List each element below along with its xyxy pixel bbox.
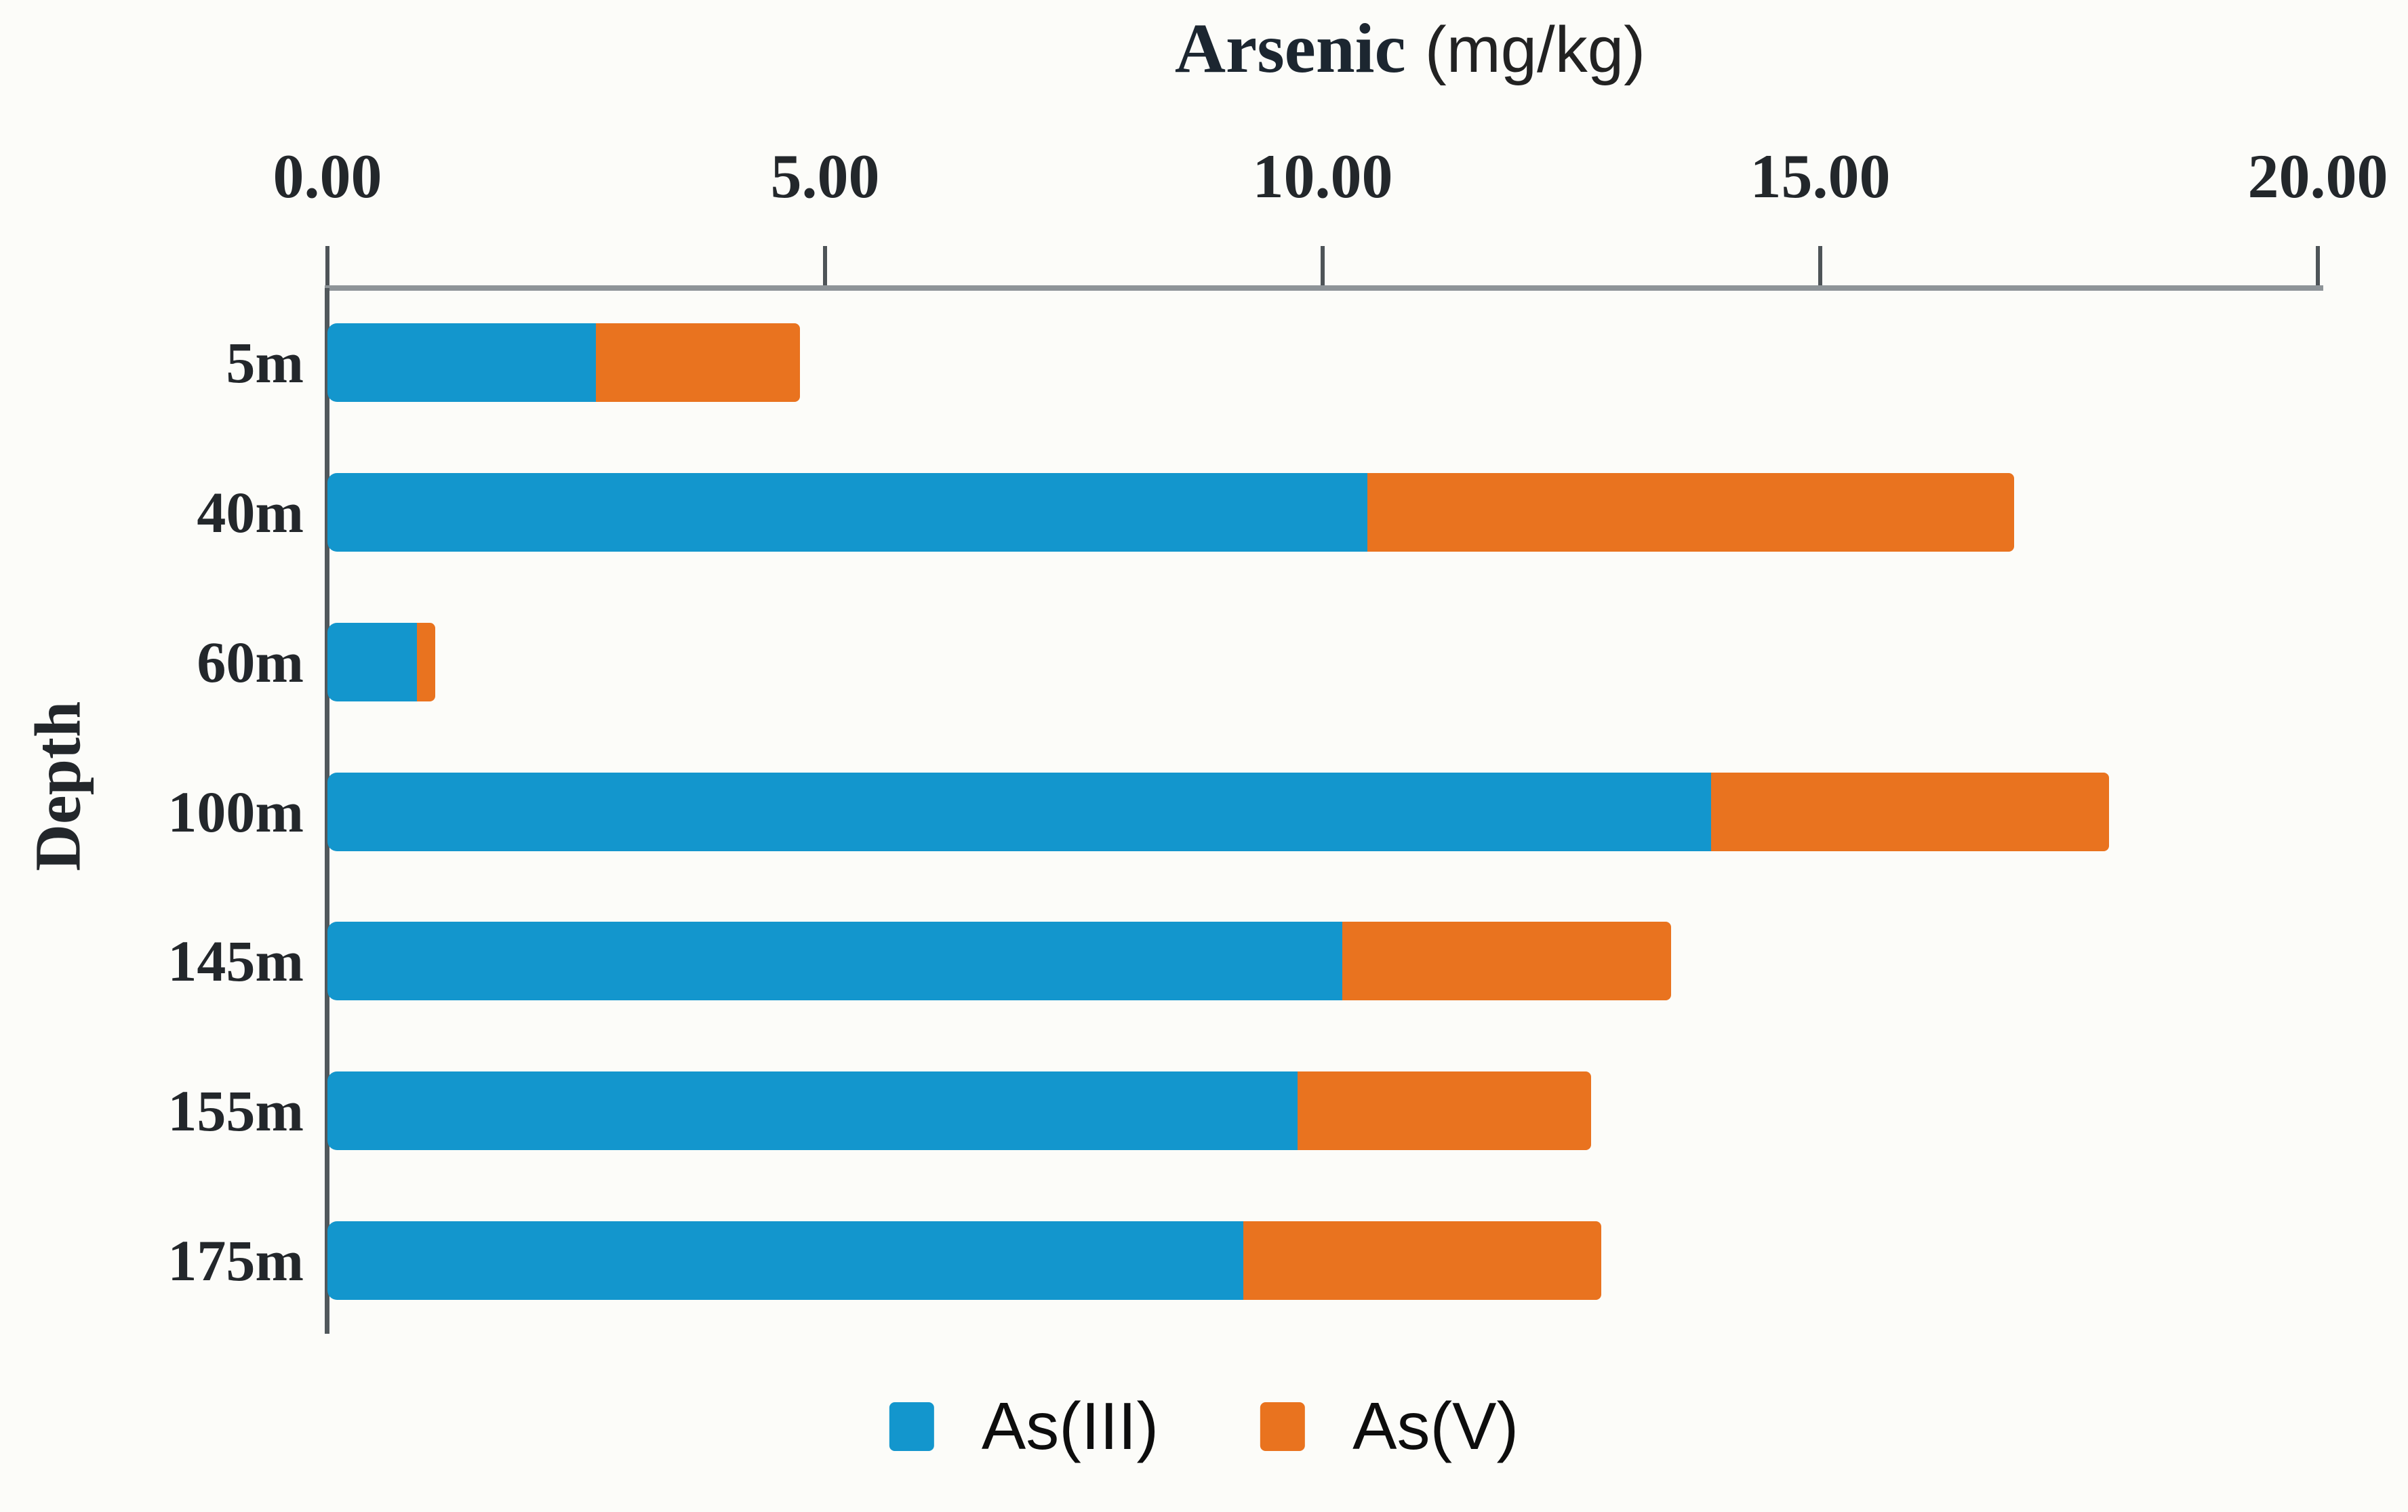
bar-segment-As(V)-60m [417, 622, 435, 701]
x-axis-tick [325, 246, 329, 285]
x-axis-line [325, 285, 2323, 291]
category-label-5m: 5m [226, 330, 304, 396]
x-axis-tick-label: 5.00 [770, 142, 880, 211]
category-label-100m: 100m [167, 779, 304, 844]
chart-title-unit: (mg/kg) [1424, 14, 1646, 86]
bar-row-60m [327, 587, 2318, 737]
legend-swatch-As(III) [889, 1402, 934, 1451]
chart-title: Arsenic (mg/kg) [1175, 8, 1645, 89]
legend-label-As(V): As(V) [1352, 1389, 1519, 1463]
category-label-60m: 60m [197, 629, 304, 695]
bar-row-145m [327, 886, 2318, 1036]
stacked-bar-100m [327, 772, 2109, 851]
stacked-bar-5m [327, 323, 801, 403]
y-axis-category-labels: 5m 40m 60m 100m 145m 155m 175m [0, 288, 304, 1335]
bar-segment-As(III)-60m [327, 622, 418, 701]
bar-segment-As(V)-155m [1298, 1071, 1592, 1150]
stacked-bar-145m [327, 922, 1671, 1001]
x-axis-tick [1818, 246, 1822, 285]
bar-segment-As(III)-145m [327, 922, 1343, 1001]
bar-segment-As(III)-100m [327, 772, 1711, 851]
y-axis-spine [325, 288, 329, 1334]
bar-segment-As(V)-40m [1367, 473, 2015, 552]
bar-segment-As(V)-100m [1710, 772, 2109, 851]
bar-segment-As(V)-175m [1243, 1221, 1602, 1300]
bar-row-40m [327, 438, 2318, 588]
legend-item-As(V): As(V) [1260, 1388, 1519, 1465]
x-axis-tick [823, 246, 827, 285]
bar-segment-As(III)-40m [327, 473, 1368, 552]
legend: As(III) As(V) [889, 1388, 1519, 1465]
category-label-175m: 175m [167, 1227, 304, 1293]
bar-segment-As(III)-5m [327, 323, 597, 403]
bars-layer [327, 288, 2318, 1335]
x-axis-tick [1321, 246, 1325, 285]
x-axis-tick [2316, 246, 2320, 285]
stacked-bar-60m [327, 622, 435, 701]
legend-item-As(III): As(III) [889, 1388, 1159, 1465]
plot-area: 0.00 5.00 10.00 15.00 20.00 [273, 142, 2388, 1335]
x-axis-tick-label: 0.00 [273, 142, 382, 211]
category-label-40m: 40m [197, 480, 304, 546]
bar-row-155m [327, 1036, 2318, 1186]
bar-row-5m [327, 288, 2318, 438]
bar-row-100m [327, 737, 2318, 886]
bar-segment-As(V)-145m [1342, 922, 1671, 1001]
chart-title-text: Arsenic [1174, 9, 1406, 87]
bar-segment-As(III)-155m [327, 1071, 1298, 1150]
x-axis-tick-label: 20.00 [2247, 142, 2388, 211]
x-axis-tick-label: 15.00 [1750, 142, 1891, 211]
category-label-155m: 155m [167, 1078, 304, 1143]
bar-segment-As(V)-5m [596, 323, 801, 403]
stacked-bar-175m [327, 1221, 1602, 1300]
stacked-bar-40m [327, 473, 2015, 552]
x-axis-tick-label: 10.00 [1252, 142, 1393, 211]
bar-segment-As(III)-175m [327, 1221, 1243, 1300]
bar-row-175m [327, 1185, 2318, 1335]
legend-label-As(III): As(III) [981, 1389, 1159, 1463]
stacked-bar-155m [327, 1071, 1592, 1150]
legend-swatch-As(V) [1260, 1402, 1306, 1451]
category-label-145m: 145m [167, 928, 304, 994]
